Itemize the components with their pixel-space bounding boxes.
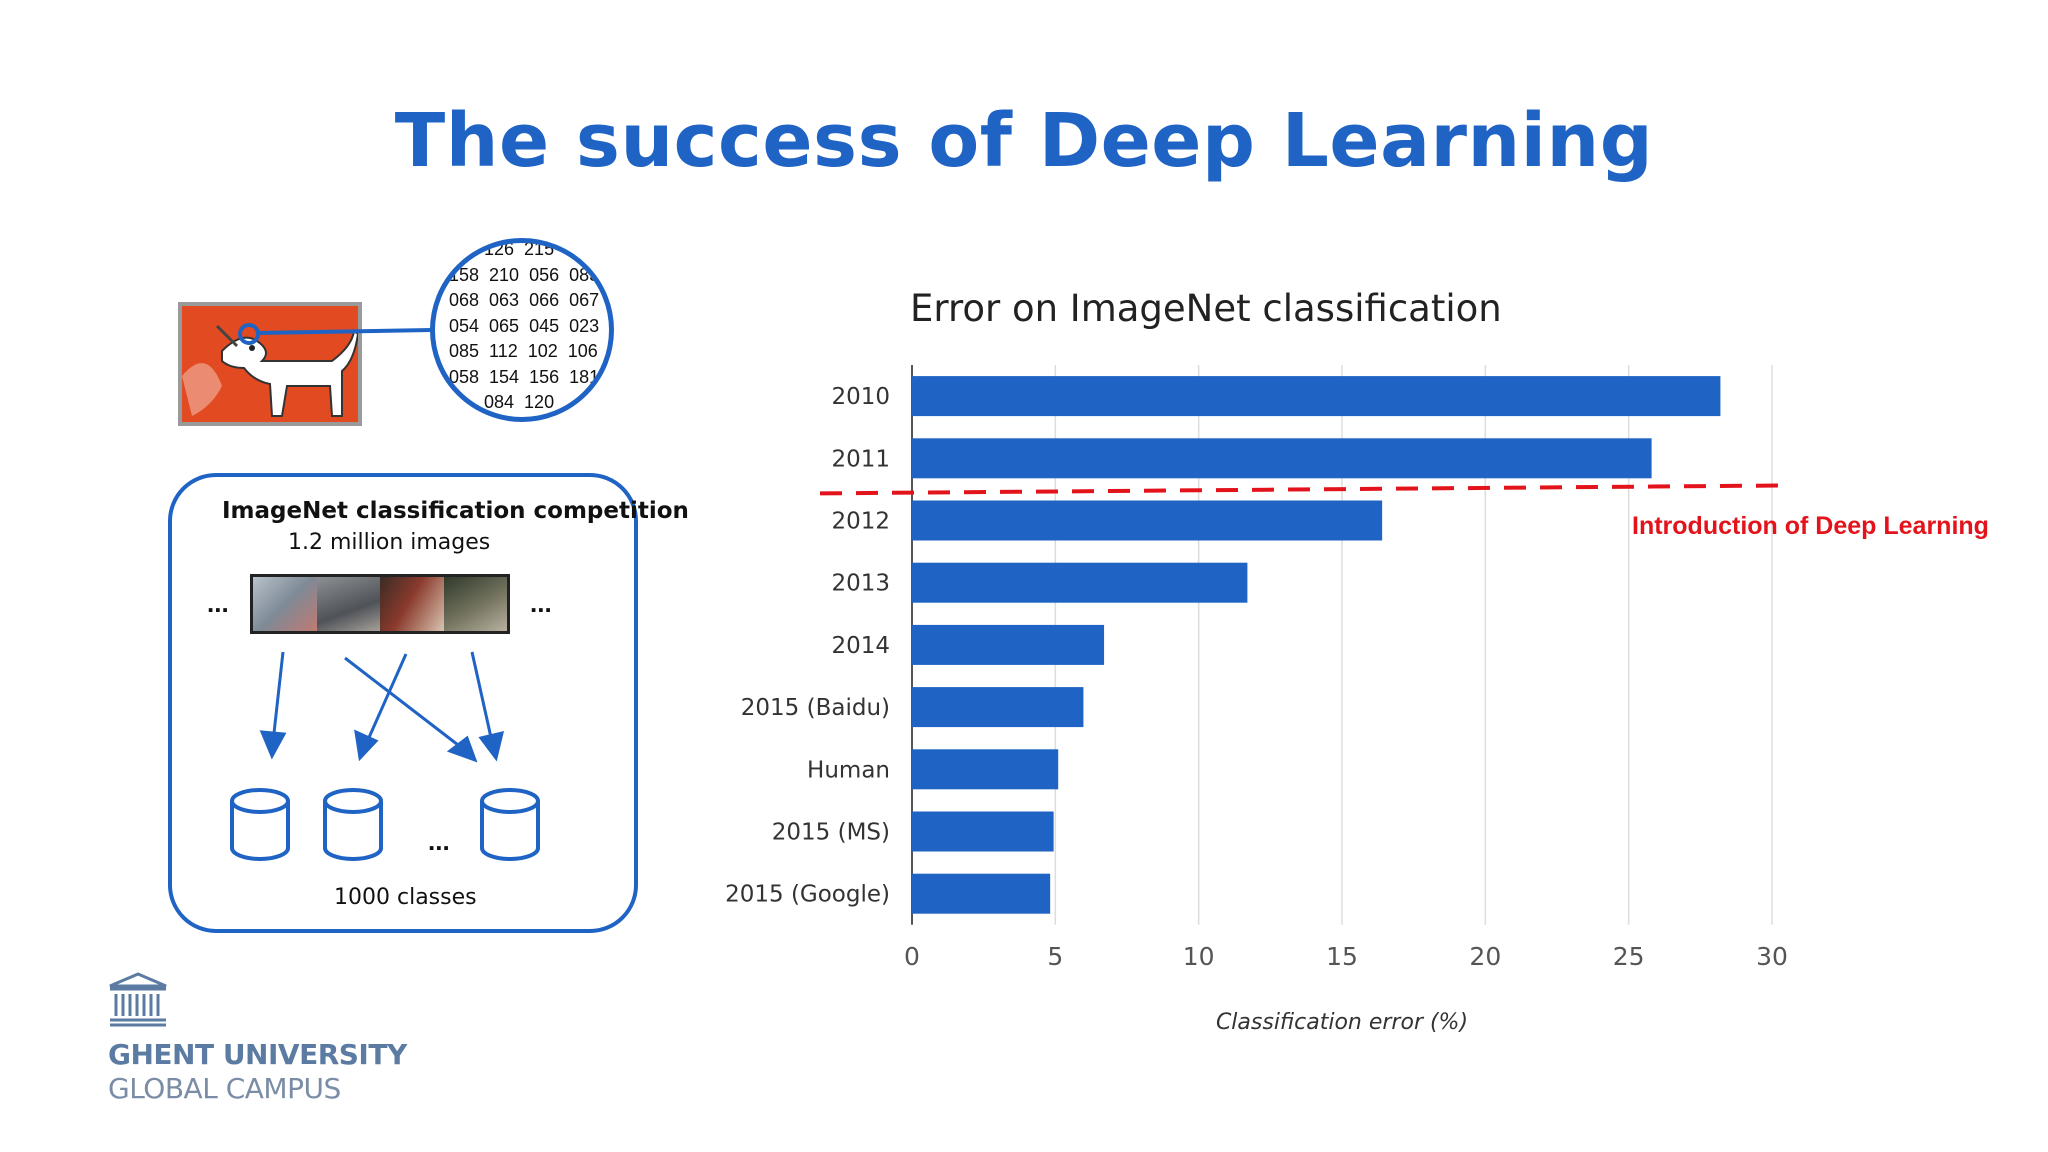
chart-title: Error on ImageNet classification (910, 287, 1502, 330)
logo-university-name: GHENT UNIVERSITY (108, 1038, 407, 1071)
dog-image-icon (182, 324, 358, 417)
x-tick-label: 25 (1613, 942, 1645, 971)
x-tick-label: 5 (1047, 942, 1063, 971)
slide-title: The success of Deep Learning (394, 98, 1654, 184)
competition-subtitle: 1.2 million images (288, 530, 491, 555)
pixel-values-row: 058 154 156 181 (449, 366, 600, 387)
pixel-values-grid: 126 215 158 210 056 083 068 063 066 067 054… (435, 239, 609, 416)
bar (912, 438, 1652, 479)
deep-learning-annotation: Introduction of Deep Learning (1632, 512, 1989, 540)
logo-campus-name: GLOBAL CAMPUS (108, 1072, 341, 1105)
category-label: 2011 (831, 446, 890, 472)
bar (912, 749, 1059, 790)
x-tick-label: 20 (1469, 942, 1501, 971)
x-tick-label: 10 (1183, 942, 1215, 971)
left-connectors (230, 323, 540, 861)
category-label: 2012 (831, 509, 890, 535)
bar (912, 873, 1051, 914)
class-cylinder-icon (230, 788, 290, 861)
x-tick-label: 30 (1756, 942, 1788, 971)
pixel-values-row: 084 120 (449, 392, 555, 412)
left-illustration: 126 215 158 210 056 083 068 063 066 067 054… (0, 0, 700, 1152)
sample-image (253, 577, 317, 631)
pixel-values-row: 054 065 045 023 (449, 315, 600, 336)
category-label: 2015 (Google) (725, 882, 890, 908)
competition-box (168, 473, 638, 933)
pixel-values-row: 085 112 102 106 (449, 341, 598, 361)
deep-learning-threshold-line (819, 483, 1793, 496)
x-tick-label: 15 (1326, 942, 1358, 971)
class-cylinders (230, 788, 540, 861)
class-cylinder-icon (480, 788, 540, 861)
pixel-values-row: 158 210 056 083 (449, 264, 600, 285)
ellipsis-left: ... (207, 588, 229, 618)
dog-photo (178, 302, 362, 426)
ellipsis-classes: ... (428, 826, 450, 856)
competition-title: ImageNet classification competition (222, 498, 689, 524)
sample-image (316, 577, 380, 631)
pixel-values-row: 068 063 066 067 (449, 290, 600, 310)
category-label: 2013 (831, 571, 890, 597)
category-label: 2014 (831, 633, 890, 659)
pixel-values-row: 126 215 (449, 239, 555, 259)
bar (912, 376, 1721, 417)
bar (912, 624, 1105, 665)
sample-image (380, 577, 444, 631)
pixel-values-magnifier: 126 215 158 210 056 083 068 063 066 067 054… (430, 238, 614, 422)
category-label: 2015 (MS) (772, 820, 890, 846)
sample-image (443, 577, 507, 631)
ellipsis-right: ... (530, 588, 552, 618)
category-label: 2015 (Baidu) (741, 695, 890, 721)
sample-images-strip (250, 574, 510, 634)
bar (912, 562, 1248, 603)
zoom-connector (256, 328, 433, 335)
category-label: 2010 (831, 384, 890, 410)
classes-label: 1000 classes (334, 885, 477, 910)
bar (912, 811, 1054, 852)
bar (912, 500, 1383, 541)
bar (912, 687, 1084, 728)
class-cylinder-icon (323, 788, 383, 861)
class-arrows (259, 651, 505, 763)
university-building-icon (109, 972, 167, 1027)
category-label: Human (807, 757, 890, 783)
x-tick-label: 0 (904, 942, 920, 971)
x-axis-label: Classification error (%) (1216, 1010, 1468, 1035)
